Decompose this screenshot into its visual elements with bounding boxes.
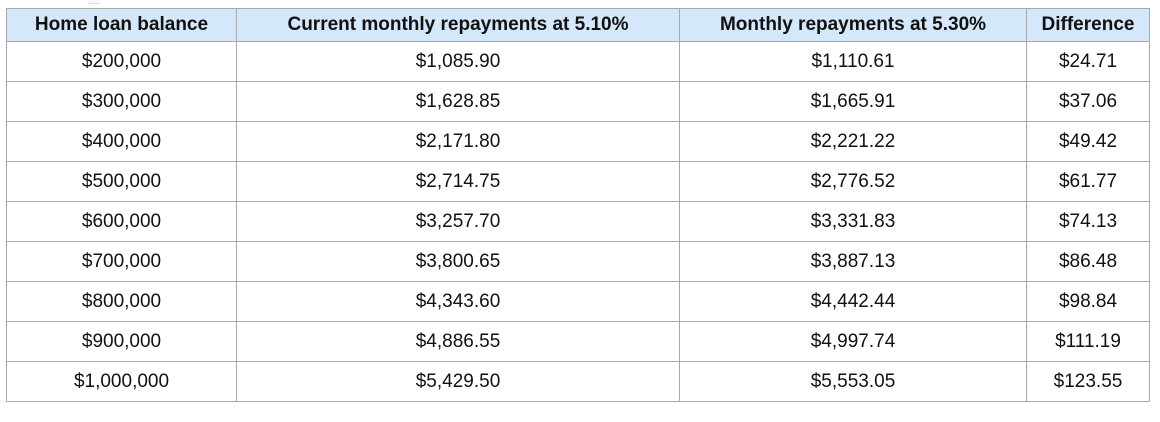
- cell-difference: $49.42: [1026, 121, 1150, 162]
- table-row: $400,000 $2,171.80 $2,221.22 $49.42: [6, 121, 1150, 162]
- table-row: $1,000,000 $5,429.50 $5,553.05 $123.55: [6, 361, 1150, 402]
- cell-home-loan-balance: $300,000: [6, 81, 237, 122]
- cell-difference: $86.48: [1026, 241, 1150, 282]
- cell-current-monthly-repayment: $5,429.50: [236, 361, 680, 402]
- header-current-monthly-repayments: Current monthly repayments at 5.10%: [236, 8, 680, 42]
- repayments-table: Home loan balance Current monthly repaym…: [6, 8, 1150, 402]
- cell-new-monthly-repayment: $3,887.13: [679, 241, 1027, 282]
- cell-home-loan-balance: $400,000: [6, 121, 237, 162]
- cell-difference: $37.06: [1026, 81, 1150, 122]
- header-monthly-repayments-new-rate: Monthly repayments at 5.30%: [679, 8, 1027, 42]
- cell-new-monthly-repayment: $2,776.52: [679, 161, 1027, 202]
- cell-home-loan-balance: $800,000: [6, 281, 237, 322]
- cell-difference: $123.55: [1026, 361, 1150, 402]
- cell-difference: $111.19: [1026, 321, 1150, 362]
- table-row: $500,000 $2,714.75 $2,776.52 $61.77: [6, 161, 1150, 202]
- cell-current-monthly-repayment: $1,085.90: [236, 41, 680, 82]
- cell-new-monthly-repayment: $2,221.22: [679, 121, 1027, 162]
- cell-home-loan-balance: $500,000: [6, 161, 237, 202]
- cell-current-monthly-repayment: $2,171.80: [236, 121, 680, 162]
- header-row: Home loan balance Current monthly repaym…: [6, 8, 1150, 42]
- cell-difference: $74.13: [1026, 201, 1150, 242]
- table-body: $200,000 $1,085.90 $1,110.61 $24.71 $300…: [6, 41, 1150, 402]
- cell-new-monthly-repayment: $5,553.05: [679, 361, 1027, 402]
- cell-new-monthly-repayment: $4,442.44: [679, 281, 1027, 322]
- table-row: $700,000 $3,800.65 $3,887.13 $86.48: [6, 241, 1150, 282]
- header-home-loan-balance: Home loan balance: [6, 8, 237, 42]
- table-row: $300,000 $1,628.85 $1,665.91 $37.06: [6, 81, 1150, 122]
- cell-current-monthly-repayment: $1,628.85: [236, 81, 680, 122]
- cell-home-loan-balance: $1,000,000: [6, 361, 237, 402]
- table-row: $800,000 $4,343.60 $4,442.44 $98.84: [6, 281, 1150, 322]
- cell-difference: $24.71: [1026, 41, 1150, 82]
- cell-current-monthly-repayment: $4,886.55: [236, 321, 680, 362]
- cell-current-monthly-repayment: $4,343.60: [236, 281, 680, 322]
- cell-home-loan-balance: $900,000: [6, 321, 237, 362]
- cell-new-monthly-repayment: $1,665.91: [679, 81, 1027, 122]
- cell-home-loan-balance: $700,000: [6, 241, 237, 282]
- partial-header-fragment: [88, 0, 100, 4]
- table-row: $900,000 $4,886.55 $4,997.74 $111.19: [6, 321, 1150, 362]
- cell-new-monthly-repayment: $1,110.61: [679, 41, 1027, 82]
- table-header: Home loan balance Current monthly repaym…: [6, 8, 1150, 42]
- cell-new-monthly-repayment: $3,331.83: [679, 201, 1027, 242]
- cell-difference: $61.77: [1026, 161, 1150, 202]
- cell-home-loan-balance: $600,000: [6, 201, 237, 242]
- header-difference: Difference: [1026, 8, 1150, 42]
- table-row: $600,000 $3,257.70 $3,331.83 $74.13: [6, 201, 1150, 242]
- cell-current-monthly-repayment: $2,714.75: [236, 161, 680, 202]
- cell-current-monthly-repayment: $3,257.70: [236, 201, 680, 242]
- cell-current-monthly-repayment: $3,800.65: [236, 241, 680, 282]
- cell-new-monthly-repayment: $4,997.74: [679, 321, 1027, 362]
- cell-home-loan-balance: $200,000: [6, 41, 237, 82]
- table-row: $200,000 $1,085.90 $1,110.61 $24.71: [6, 41, 1150, 82]
- cell-difference: $98.84: [1026, 281, 1150, 322]
- top-strip: [0, 0, 1160, 8]
